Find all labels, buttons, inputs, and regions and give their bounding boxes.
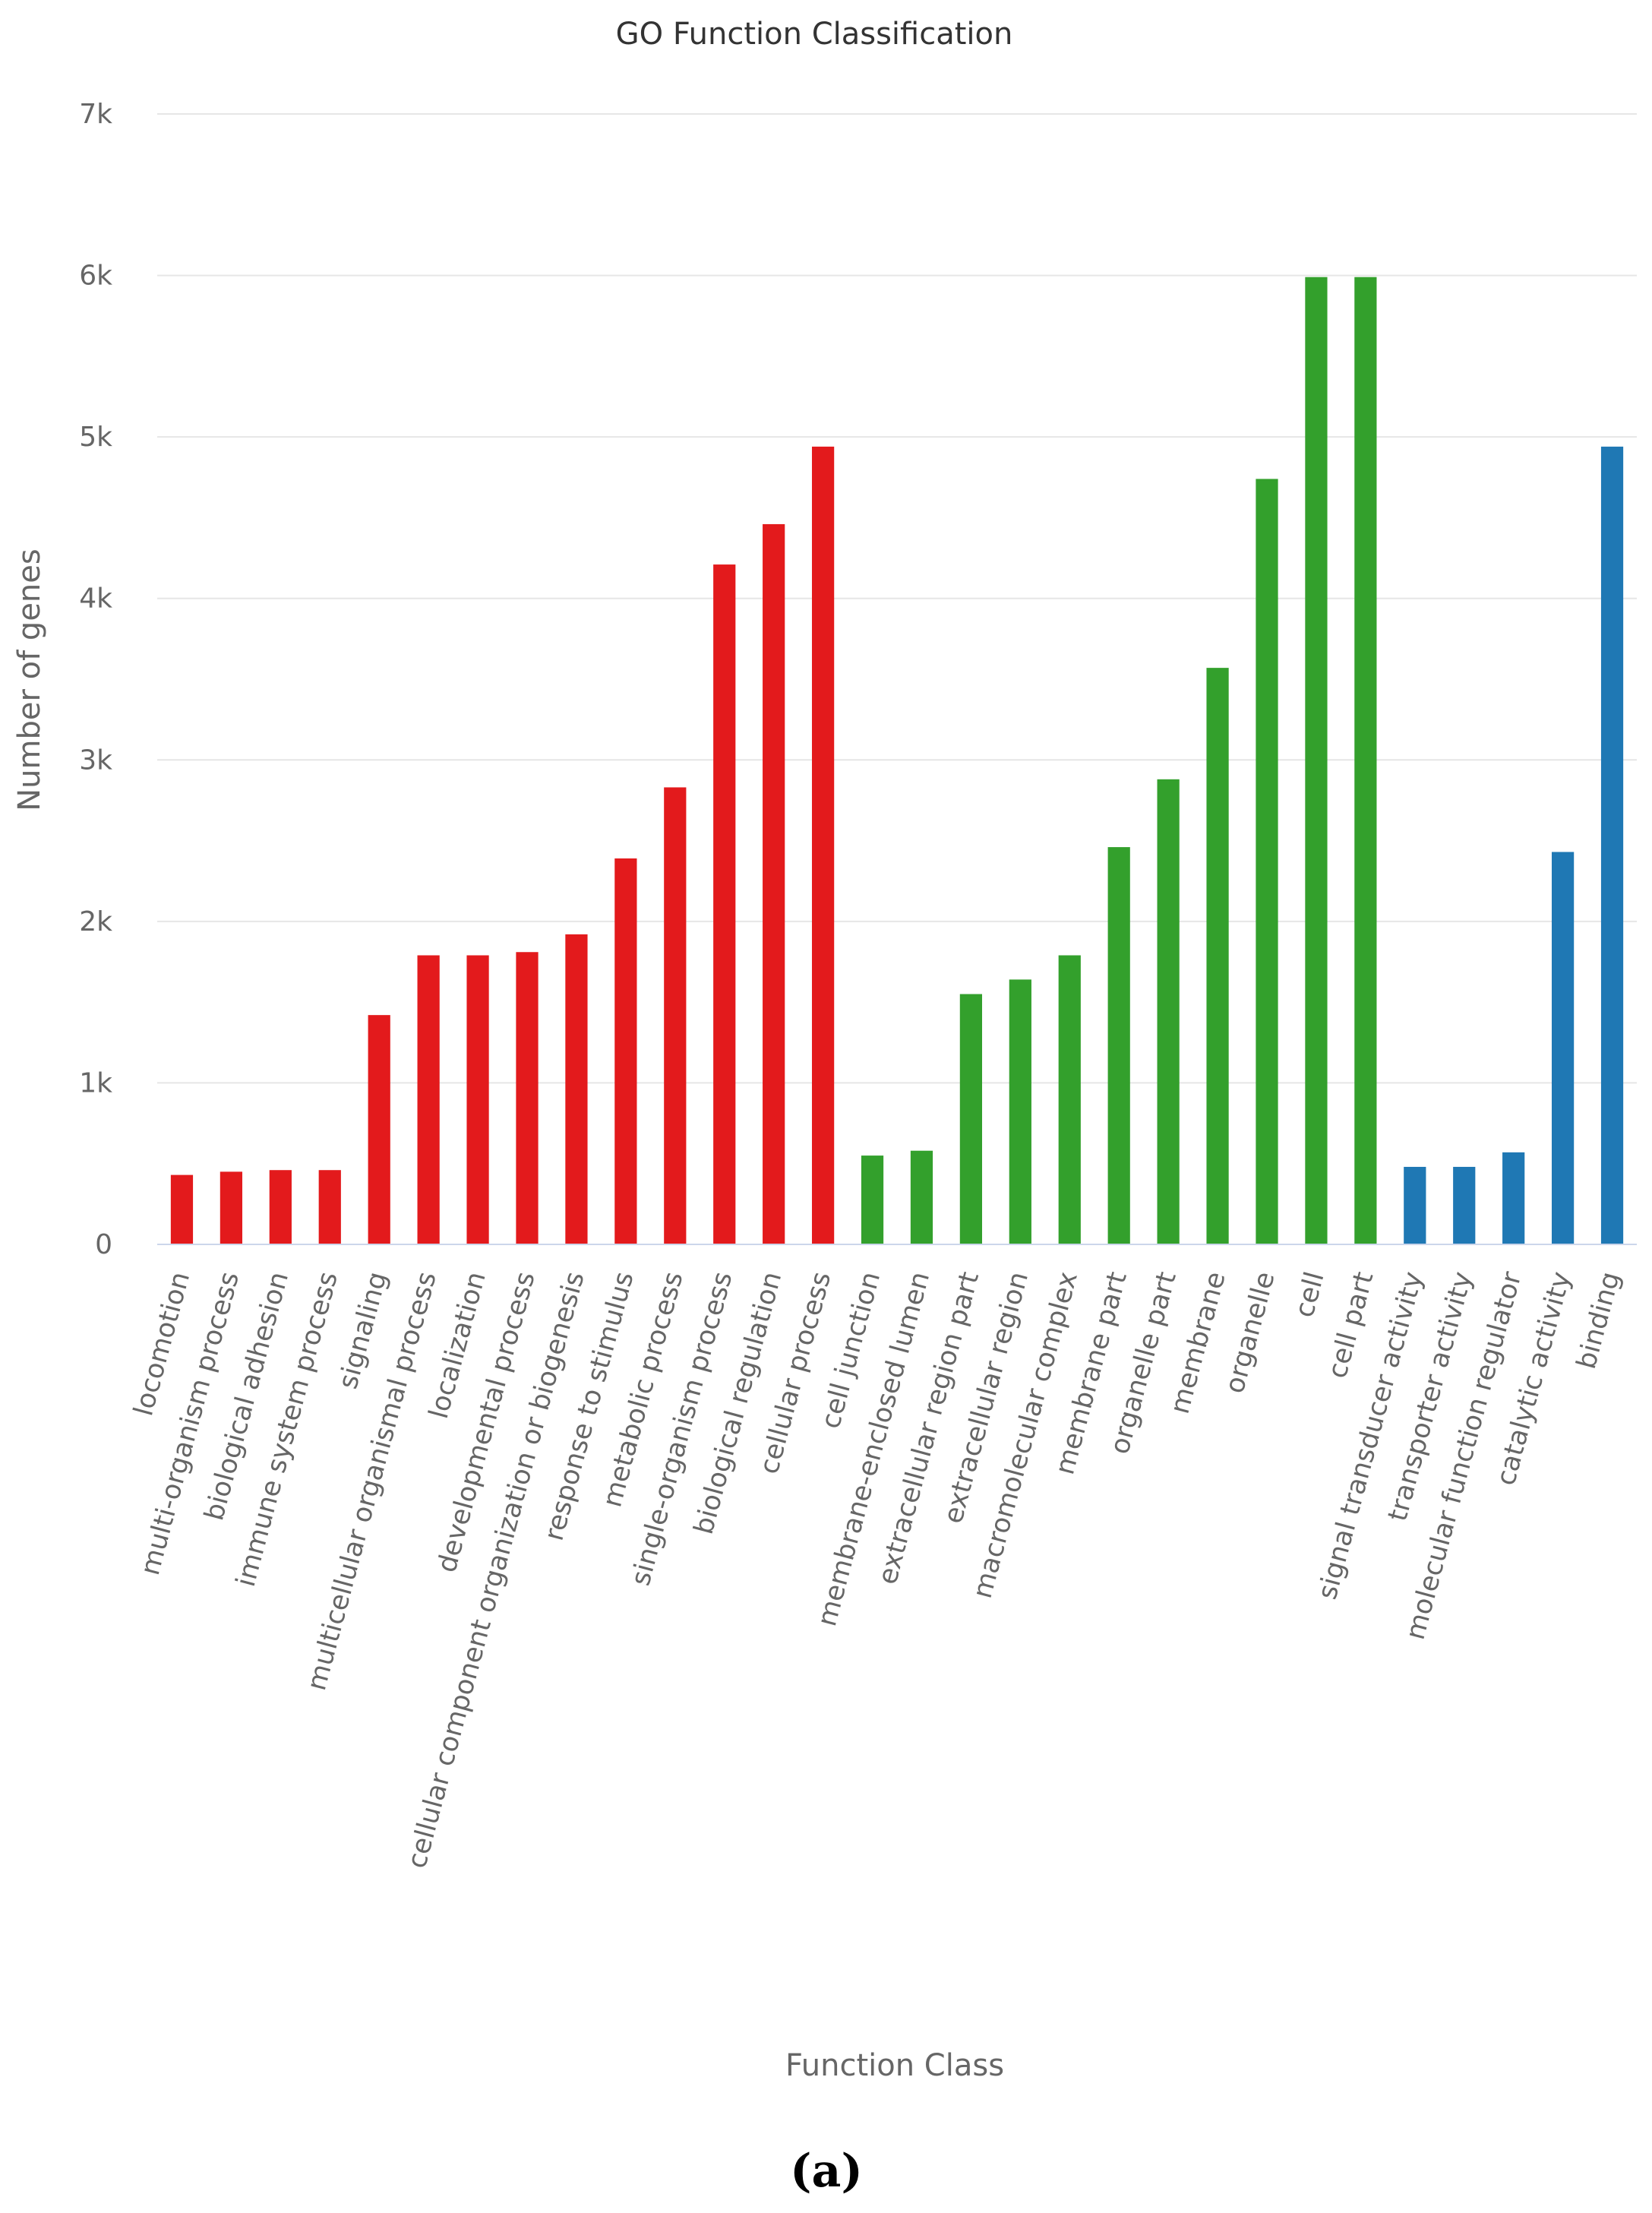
bar-binding: [1600, 446, 1624, 1244]
y-tick-label: 2k: [79, 906, 112, 937]
y-tick-label: 5k: [79, 422, 112, 453]
x-axis-label: Function Class: [785, 2048, 1004, 2083]
bar-cell: [1305, 277, 1328, 1244]
bar-membrane-part: [1107, 847, 1130, 1244]
y-tick-label: 6k: [79, 261, 112, 292]
x-tick-label: signaling: [333, 1269, 393, 1393]
bar-cell-junction: [861, 1156, 884, 1244]
bar-extracellular-region-part: [959, 994, 983, 1244]
bar-single-organism-process: [713, 564, 736, 1244]
bar-membrane: [1206, 668, 1229, 1244]
bar-extracellular-region: [1009, 979, 1031, 1244]
bar-cell-part: [1354, 277, 1377, 1244]
bar-developmental-process: [516, 952, 539, 1244]
y-tick-label: 0: [95, 1229, 112, 1260]
y-tick-label: 1k: [79, 1067, 112, 1099]
bar-multi-organism-process: [220, 1171, 243, 1244]
gridlines: [157, 113, 1637, 1084]
chart-title: GO Function Classification: [616, 17, 1013, 52]
bar-catalytic-activity: [1551, 852, 1575, 1244]
bar-signaling: [368, 1015, 390, 1244]
bar-metabolic-process: [664, 787, 687, 1244]
bar-response-to-stimulus: [614, 858, 637, 1244]
bar-signal-transducer-activity: [1404, 1166, 1426, 1244]
bar-cellular-component-organization-or-biogenesis: [565, 934, 588, 1244]
figure-caption: (a): [790, 2145, 863, 2198]
bar-biological-regulation: [763, 523, 785, 1244]
bar-immune-system-process: [318, 1170, 341, 1244]
bar-transporter-activity: [1453, 1166, 1476, 1244]
x-tick-label: binding: [1571, 1269, 1626, 1372]
y-axis-ticks: 0 1k 2k 3k 4k 5k 6k 7k: [79, 99, 112, 1260]
bar-multicellular-organismal-process: [417, 955, 440, 1244]
bar-membrane-enclosed-lumen: [910, 1150, 933, 1244]
bar-molecular-function-regulator: [1502, 1152, 1525, 1244]
bar-cellular-process: [811, 446, 835, 1244]
y-axis-label: Number of genes: [12, 549, 47, 811]
bars: [170, 277, 1624, 1244]
bar-organelle-part: [1157, 779, 1180, 1244]
x-tick-label: cell: [1289, 1269, 1330, 1321]
y-tick-label: 4k: [79, 583, 112, 615]
bar-biological-adhesion: [269, 1170, 292, 1244]
y-tick-label: 7k: [79, 99, 112, 130]
bar-macromolecular-complex: [1058, 955, 1081, 1244]
x-tick-label: organelle: [1220, 1269, 1281, 1396]
y-tick-label: 3k: [79, 745, 112, 776]
x-tick-label: cell part: [1322, 1269, 1380, 1382]
bar-locomotion: [170, 1174, 194, 1244]
bar-organelle: [1256, 479, 1278, 1244]
bar-localization: [466, 955, 489, 1244]
